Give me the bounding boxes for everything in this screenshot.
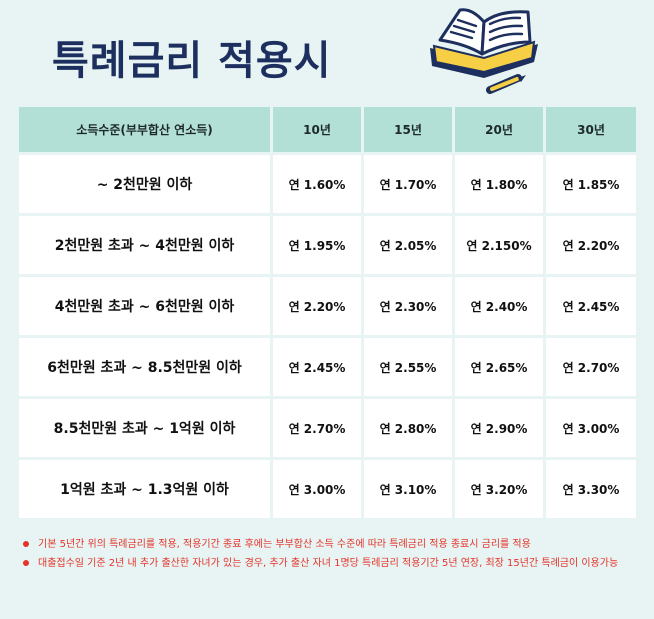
rate-cell: 연 3.00% [270, 457, 364, 521]
header-10-years: 10년 [270, 104, 364, 155]
rate-cell: 연 2.150% [452, 213, 546, 277]
rate-table: 소득수준(부부합산 연소득) 10년 15년 20년 30년 ~ 2천만원 이하… [16, 104, 639, 521]
rate-cell: 연 1.70% [361, 152, 455, 216]
table-row: 1억원 초과 ~ 1.3억원 이하 연 3.00% 연 3.10% 연 3.20… [16, 457, 639, 521]
table-row: 4천만원 초과 ~ 6천만원 이하 연 2.20% 연 2.30% 연 2.40… [16, 274, 639, 338]
rate-cell: 연 1.95% [270, 213, 364, 277]
rate-cell: 연 2.30% [361, 274, 455, 338]
header-20-years: 20년 [452, 104, 546, 155]
note-text: 기본 5년간 위의 특례금리를 적용, 적용기간 종료 후에는 부부합산 소득 … [38, 539, 531, 550]
table-row: 2천만원 초과 ~ 4천만원 이하 연 1.95% 연 2.05% 연 2.15… [16, 213, 639, 277]
bullet-icon [23, 560, 29, 566]
note-item: 기본 5년간 위의 특례금리를 적용, 적용기간 종료 후에는 부부합산 소득 … [20, 535, 634, 554]
note-item: 대출접수일 기준 2년 내 추가 출산한 자녀가 있는 경우, 추가 출산 자녀… [20, 554, 634, 573]
rate-cell: 연 2.55% [361, 335, 455, 399]
table-row: ~ 2천만원 이하 연 1.60% 연 1.70% 연 1.80% 연 1.85… [16, 152, 639, 216]
bullet-icon [23, 541, 29, 547]
rate-cell: 연 2.70% [270, 396, 364, 460]
income-cell: 1억원 초과 ~ 1.3억원 이하 [16, 457, 273, 521]
income-cell: 6천만원 초과 ~ 8.5천만원 이하 [16, 335, 273, 399]
rate-cell: 연 3.10% [361, 457, 455, 521]
rate-cell: 연 2.70% [543, 335, 639, 399]
header-30-years: 30년 [543, 104, 639, 155]
rate-cell: 연 2.45% [543, 274, 639, 338]
income-cell: 4천만원 초과 ~ 6천만원 이하 [16, 274, 273, 338]
rate-cell: 연 1.60% [270, 152, 364, 216]
rate-cell: 연 2.65% [452, 335, 546, 399]
rate-cell: 연 2.80% [361, 396, 455, 460]
rate-cell: 연 1.80% [452, 152, 546, 216]
note-text: 대출접수일 기준 2년 내 추가 출산한 자녀가 있는 경우, 추가 출산 자녀… [38, 558, 619, 569]
notes-list: 기본 5년간 위의 특례금리를 적용, 적용기간 종료 후에는 부부합산 소득 … [20, 535, 634, 573]
rate-cell: 연 3.20% [452, 457, 546, 521]
income-cell: ~ 2천만원 이하 [16, 152, 273, 216]
rate-cell: 연 2.05% [361, 213, 455, 277]
rate-cell: 연 2.20% [270, 274, 364, 338]
rate-cell: 연 3.00% [543, 396, 639, 460]
rate-cell: 연 2.20% [543, 213, 639, 277]
header-income: 소득수준(부부합산 연소득) [16, 104, 273, 155]
rate-cell: 연 2.40% [452, 274, 546, 338]
open-book-pencil-icon [430, 8, 538, 94]
table-row: 8.5천만원 초과 ~ 1억원 이하 연 2.70% 연 2.80% 연 2.9… [16, 396, 639, 460]
table-row: 6천만원 초과 ~ 8.5천만원 이하 연 2.45% 연 2.55% 연 2.… [16, 335, 639, 399]
table-header-row: 소득수준(부부합산 연소득) 10년 15년 20년 30년 [16, 104, 639, 155]
rate-cell: 연 1.85% [543, 152, 639, 216]
header-15-years: 15년 [361, 104, 455, 155]
rate-cell: 연 2.45% [270, 335, 364, 399]
income-cell: 2천만원 초과 ~ 4천만원 이하 [16, 213, 273, 277]
page-title: 특례금리 적용시 [52, 38, 332, 84]
rate-cell: 연 2.90% [452, 396, 546, 460]
income-cell: 8.5천만원 초과 ~ 1억원 이하 [16, 396, 273, 460]
rate-cell: 연 3.30% [543, 457, 639, 521]
